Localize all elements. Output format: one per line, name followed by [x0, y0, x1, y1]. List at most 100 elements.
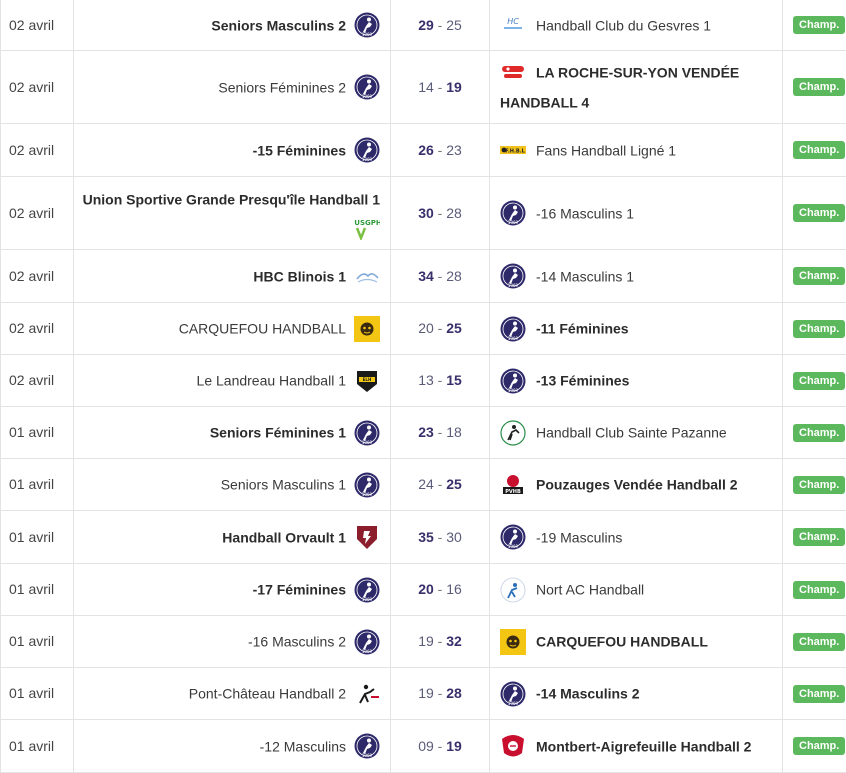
home-team[interactable]: CARQUEFOU HANDBALL: [74, 302, 391, 354]
home-score: 24: [418, 476, 434, 492]
home-team[interactable]: Pont-Château Handball 2: [74, 667, 391, 719]
home-team-name[interactable]: Seniors Masculins 2: [211, 17, 346, 33]
score[interactable]: 13 - 15: [391, 354, 490, 406]
score[interactable]: 14 - 19: [391, 50, 490, 123]
score[interactable]: 23 - 18: [391, 406, 490, 458]
away-team-name[interactable]: -14 Masculins 2: [536, 686, 640, 702]
score[interactable]: 34 - 28: [391, 249, 490, 302]
home-team[interactable]: Union Sportive Grande Presqu'île Handbal…: [74, 176, 391, 249]
away-team-name[interactable]: CARQUEFOU HANDBALL: [536, 634, 708, 650]
home-team-name[interactable]: Seniors Féminines 1: [210, 425, 346, 441]
blinois-logo: [354, 263, 380, 289]
score[interactable]: 30 - 28: [391, 176, 490, 249]
away-team-name[interactable]: -13 Féminines: [536, 373, 629, 389]
home-team-name[interactable]: CARQUEFOU HANDBALL: [179, 321, 346, 337]
away-team[interactable]: Nort AC Handball: [490, 563, 783, 615]
away-team-name[interactable]: Handball Club du Gesvres 1: [536, 17, 711, 33]
competition-type: Champ.: [783, 719, 846, 772]
score[interactable]: 19 - 28: [391, 667, 490, 719]
away-team[interactable]: LA ROCHE-SUR-YON VENDÉE HANDBALL 4: [490, 50, 783, 123]
home-team[interactable]: HBC Blinois 1: [74, 249, 391, 302]
home-team-name[interactable]: Handball Orvault 1: [222, 529, 346, 545]
away-team-name[interactable]: -19 Masculins: [536, 529, 622, 545]
away-team[interactable]: 1969 -16 Masculins 1: [490, 176, 783, 249]
away-team[interactable]: F.H.B.L Fans Handball Ligné 1: [490, 123, 783, 176]
away-score: 15: [446, 372, 462, 388]
match-date: 01 avril: [1, 615, 74, 667]
competition-badge[interactable]: Champ.: [793, 737, 845, 755]
club-logo: 1969: [500, 316, 526, 342]
club-logo: 1969: [354, 420, 380, 446]
away-team-name[interactable]: Fans Handball Ligné 1: [536, 142, 676, 158]
home-team-name[interactable]: Seniors Masculins 1: [221, 477, 346, 493]
score[interactable]: 26 - 23: [391, 123, 490, 176]
competition-badge[interactable]: Champ.: [793, 633, 845, 651]
home-score: 20: [418, 581, 434, 597]
away-team-name[interactable]: Nort AC Handball: [536, 582, 644, 598]
away-team[interactable]: 1969 -14 Masculins 2: [490, 667, 783, 719]
home-team-name[interactable]: Union Sportive Grande Presqu'île Handbal…: [83, 192, 380, 208]
away-team-name[interactable]: -14 Masculins 1: [536, 268, 634, 284]
nort-logo: [500, 577, 526, 603]
away-team[interactable]: 1969-19 Masculins: [490, 510, 783, 563]
home-team[interactable]: Seniors Féminines 1 1969: [74, 406, 391, 458]
competition-badge[interactable]: Champ.: [793, 424, 845, 442]
svg-text:1969: 1969: [508, 220, 519, 225]
competition-badge[interactable]: Champ.: [793, 528, 845, 546]
competition-badge[interactable]: Champ.: [793, 372, 845, 390]
score[interactable]: 19 - 32: [391, 615, 490, 667]
competition-badge[interactable]: Champ.: [793, 16, 845, 34]
score[interactable]: 20 - 25: [391, 302, 490, 354]
away-team[interactable]: 1969 -11 Féminines: [490, 302, 783, 354]
competition-badge[interactable]: Champ.: [793, 141, 845, 159]
competition-badge[interactable]: Champ.: [793, 476, 845, 494]
score[interactable]: 35 - 30: [391, 510, 490, 563]
home-team-name[interactable]: Le Landreau Handball 1: [197, 373, 346, 389]
competition-type: Champ.: [783, 354, 846, 406]
competition-badge[interactable]: Champ.: [793, 685, 845, 703]
competition-badge[interactable]: Champ.: [793, 204, 845, 222]
home-team-name[interactable]: -12 Masculins: [260, 738, 346, 754]
svg-text:F.H.B.L: F.H.B.L: [505, 149, 525, 155]
score[interactable]: 09 - 19: [391, 719, 490, 772]
away-team-name[interactable]: Handball Club Sainte Pazanne: [536, 425, 727, 441]
score[interactable]: 20 - 16: [391, 563, 490, 615]
away-team-name[interactable]: -16 Masculins 1: [536, 205, 634, 221]
away-score: 19: [446, 79, 462, 95]
competition-badge[interactable]: Champ.: [793, 581, 845, 599]
away-team-name[interactable]: LA ROCHE-SUR-YON VENDÉE HANDBALL 4: [500, 65, 739, 110]
club-logo: 1969: [500, 681, 526, 707]
home-team-name[interactable]: Pont-Château Handball 2: [189, 686, 346, 702]
away-team[interactable]: Handball Club Sainte Pazanne: [490, 406, 783, 458]
score[interactable]: 29 - 25: [391, 0, 490, 50]
score[interactable]: 24 - 25: [391, 458, 490, 510]
away-team-name[interactable]: Montbert-Aigrefeuille Handball 2: [536, 738, 751, 754]
home-team-name[interactable]: Seniors Féminines 2: [218, 79, 346, 95]
competition-badge[interactable]: Champ.: [793, 267, 845, 285]
home-team-name[interactable]: -16 Masculins 2: [248, 634, 346, 650]
competition-badge[interactable]: Champ.: [793, 320, 845, 338]
away-team[interactable]: Montbert-Aigrefeuille Handball 2: [490, 719, 783, 772]
away-team[interactable]: 1969-14 Masculins 1: [490, 249, 783, 302]
home-team[interactable]: Handball Orvault 1: [74, 510, 391, 563]
away-team[interactable]: 1969-13 Féminines: [490, 354, 783, 406]
away-team-name[interactable]: -11 Féminines: [536, 321, 629, 337]
competition-badge[interactable]: Champ.: [793, 78, 845, 96]
away-team[interactable]: CARQUEFOU HANDBALL: [490, 615, 783, 667]
home-team-name[interactable]: HBC Blinois 1: [253, 268, 346, 284]
home-score: 13: [418, 372, 434, 388]
home-team-name[interactable]: -15 Féminines: [253, 142, 346, 158]
home-team-name[interactable]: -17 Féminines: [253, 582, 346, 598]
away-team-name[interactable]: Pouzauges Vendée Handball 2: [536, 477, 738, 493]
